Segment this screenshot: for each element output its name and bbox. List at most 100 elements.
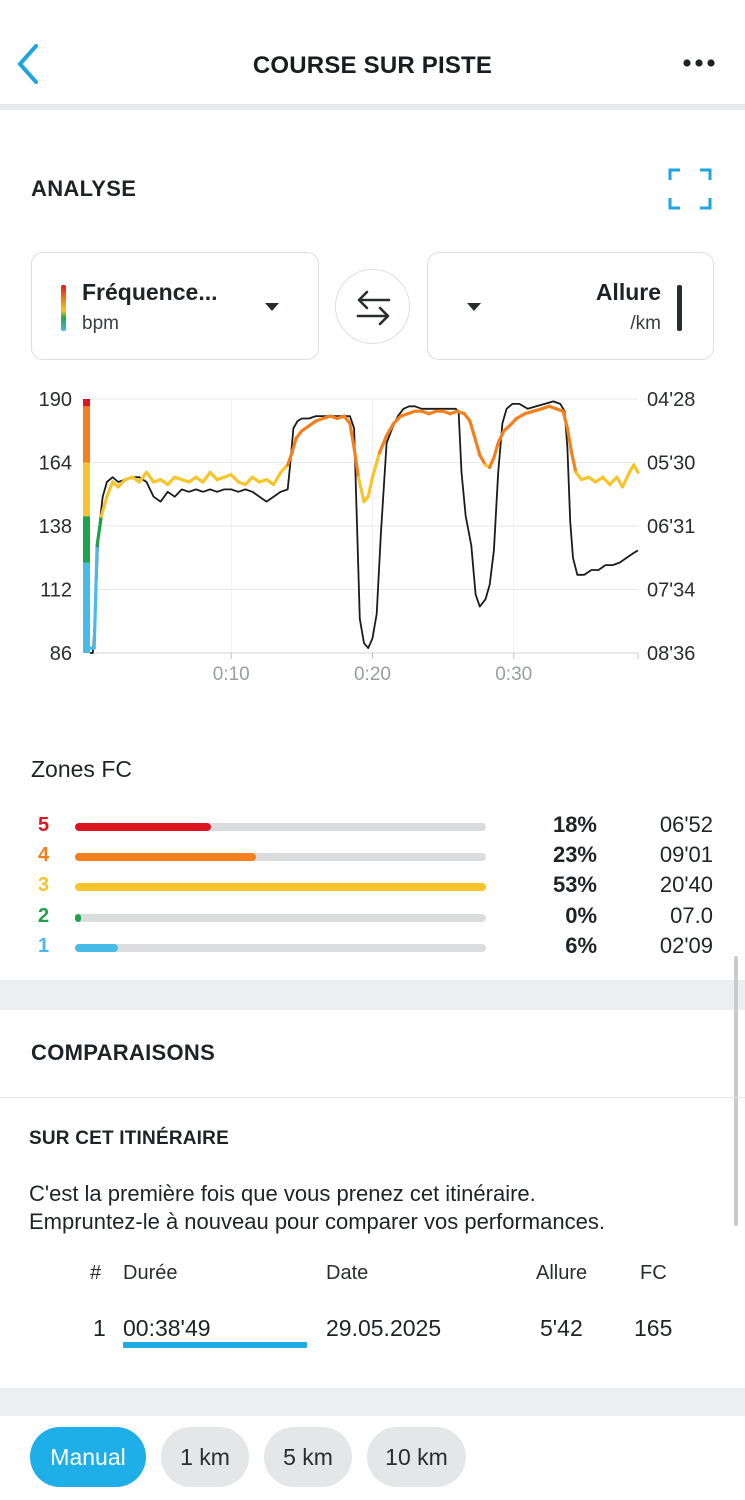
hr-line-segment: [144, 470, 156, 484]
zone-number: 5: [38, 814, 50, 836]
chip-1km[interactable]: 1 km: [161, 1427, 249, 1487]
zone-time: 09'01: [659, 842, 713, 867]
hr-line-segment: [137, 470, 149, 484]
hr-line-segment: [632, 463, 640, 474]
chip-5km[interactable]: 5 km: [264, 1427, 352, 1487]
hr-line-segment: [201, 470, 212, 484]
current-activity-underline: [123, 1342, 307, 1348]
left-metric-selector[interactable]: Fréquence... bpm: [31, 252, 319, 360]
hr-line-segment: [620, 470, 632, 489]
hr-line-segment: [286, 451, 294, 467]
hr-line-segment: [561, 409, 570, 430]
row-date: 29.05.2025: [326, 1315, 442, 1341]
divider: [0, 1097, 745, 1098]
zone-bar-track: [75, 823, 486, 831]
y-left-tick-label: 138: [39, 516, 72, 538]
hr-zone-band: [83, 399, 90, 407]
zone-row: 2 0% 07.0: [0, 903, 745, 931]
top-bar: COURSE SUR PISTE: [0, 0, 745, 106]
chip-manual[interactable]: Manual: [30, 1427, 146, 1487]
hr-line-segment: [366, 475, 375, 499]
analyse-title: ANALYSE: [31, 176, 137, 201]
row-pace: 5'42: [540, 1315, 583, 1341]
y-right-tick-label: 05'30: [647, 453, 695, 475]
hr-line-segment: [370, 451, 382, 479]
hr-line-segment: [229, 473, 240, 484]
chip-10km[interactable]: 10 km: [367, 1427, 466, 1487]
line-legend-icon: [677, 285, 682, 331]
hr-line-segment: [601, 475, 612, 487]
zone-percent: 0%: [565, 903, 597, 928]
swap-arrows-icon: [356, 290, 391, 326]
hr-line-segment: [272, 470, 283, 487]
zone-bar-fill: [75, 853, 256, 861]
hr-line-segment: [166, 475, 177, 487]
zone-percent: 23%: [552, 842, 597, 867]
hr-zone-band: [83, 406, 90, 463]
zone-bar-track: [75, 883, 486, 891]
y-right-tick-label: 04'28: [647, 389, 695, 411]
hr-line-segment: [569, 451, 578, 474]
hr-line-segment: [290, 436, 298, 455]
zone-bar-fill: [75, 823, 211, 831]
section-divider: [0, 1388, 745, 1416]
hr-line-segment: [105, 480, 115, 499]
analysis-chart[interactable]: 190 164 138 112 86 04'28 05'30 06'31 07'34 08'36 0…: [0, 380, 745, 700]
dropdown-caret-icon: [467, 303, 481, 311]
zone-bar-track: [75, 914, 486, 922]
zone-row: 5 18% 06'52: [0, 812, 745, 840]
row-duration: 00:38'49: [123, 1315, 211, 1341]
zone-bar-fill: [75, 944, 119, 952]
row-num: 1: [93, 1315, 106, 1341]
fullscreen-icon[interactable]: [668, 168, 712, 210]
y-left-tick-label: 164: [39, 453, 72, 475]
right-metric-selector[interactable]: Allure /km: [427, 252, 714, 360]
zone-number: 2: [38, 905, 50, 927]
swap-metrics-button[interactable]: [335, 269, 410, 344]
back-chevron-icon[interactable]: [14, 42, 44, 86]
hr-zone-band: [83, 462, 90, 517]
hr-line-segment: [507, 416, 519, 428]
x-tick-label: 0:20: [354, 664, 391, 685]
route-message-line: C'est la première fois que vous prenez c…: [29, 1181, 536, 1206]
left-metric-label: Fréquence...: [82, 279, 218, 305]
col-header-duration: Durée: [123, 1262, 178, 1284]
comparaisons-title: COMPARAISONS: [31, 1040, 216, 1065]
hr-zone-band: [83, 516, 90, 563]
zone-row: 1 6% 02'09: [0, 933, 745, 961]
page-title: COURSE SUR PISTE: [252, 52, 493, 79]
hr-line-segment: [496, 429, 506, 445]
hr-line-segment: [208, 470, 219, 482]
y-left-tick-label: 86: [50, 643, 72, 665]
zone-number: 1: [38, 935, 50, 957]
zone-percent: 6%: [565, 933, 597, 958]
zone-time: 20'40: [659, 872, 713, 897]
col-header-num: #: [90, 1262, 102, 1284]
dropdown-caret-icon: [265, 303, 279, 311]
hr-line-segment: [565, 426, 574, 455]
hr-line-segment: [478, 453, 488, 467]
scrollbar[interactable]: [734, 956, 738, 1226]
header-divider: [0, 104, 745, 110]
pace-line: [90, 400, 639, 654]
zones-title: Zones FC: [31, 756, 132, 782]
y-right-tick-label: 08'36: [647, 643, 695, 665]
left-metric-unit: bpm: [82, 313, 119, 334]
right-metric-unit: /km: [630, 313, 661, 334]
x-tick-label: 0:30: [495, 664, 532, 685]
zone-bar-track: [75, 853, 486, 861]
col-header-hr: FC: [640, 1262, 667, 1284]
zone-time: 02'09: [659, 933, 713, 958]
y-right-tick-label: 06'31: [647, 516, 695, 538]
route-subtitle: SUR CET ITINÉRAIRE: [29, 1128, 229, 1149]
more-options-icon[interactable]: [681, 52, 717, 74]
zone-percent: 18%: [552, 812, 597, 837]
hr-line-segment: [514, 412, 527, 421]
zone-bar-fill: [75, 914, 82, 922]
hr-line-segment: [99, 495, 109, 518]
hr-line-segment: [356, 475, 366, 504]
y-left-tick-label: 190: [39, 389, 72, 411]
hr-line-segment: [348, 421, 356, 450]
zone-number: 4: [38, 844, 50, 866]
hr-line-segment: [243, 475, 254, 487]
